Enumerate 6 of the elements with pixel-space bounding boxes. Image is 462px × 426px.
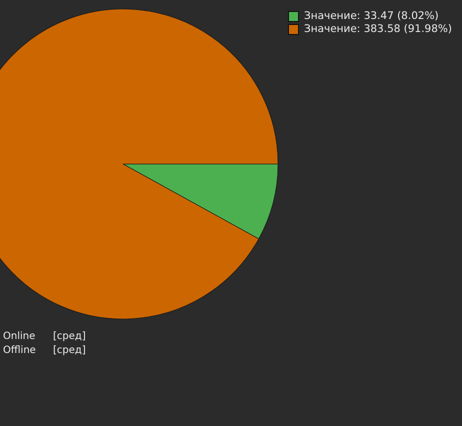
legend-label: Значение: 383.58 (91.98%) bbox=[304, 23, 452, 36]
text: [сред] bbox=[53, 344, 86, 358]
text: Offline bbox=[3, 344, 37, 358]
legend-label: Значение: 33.47 (8.02%) bbox=[304, 10, 439, 23]
text: Online bbox=[3, 330, 36, 344]
text: [сред] bbox=[53, 330, 86, 344]
